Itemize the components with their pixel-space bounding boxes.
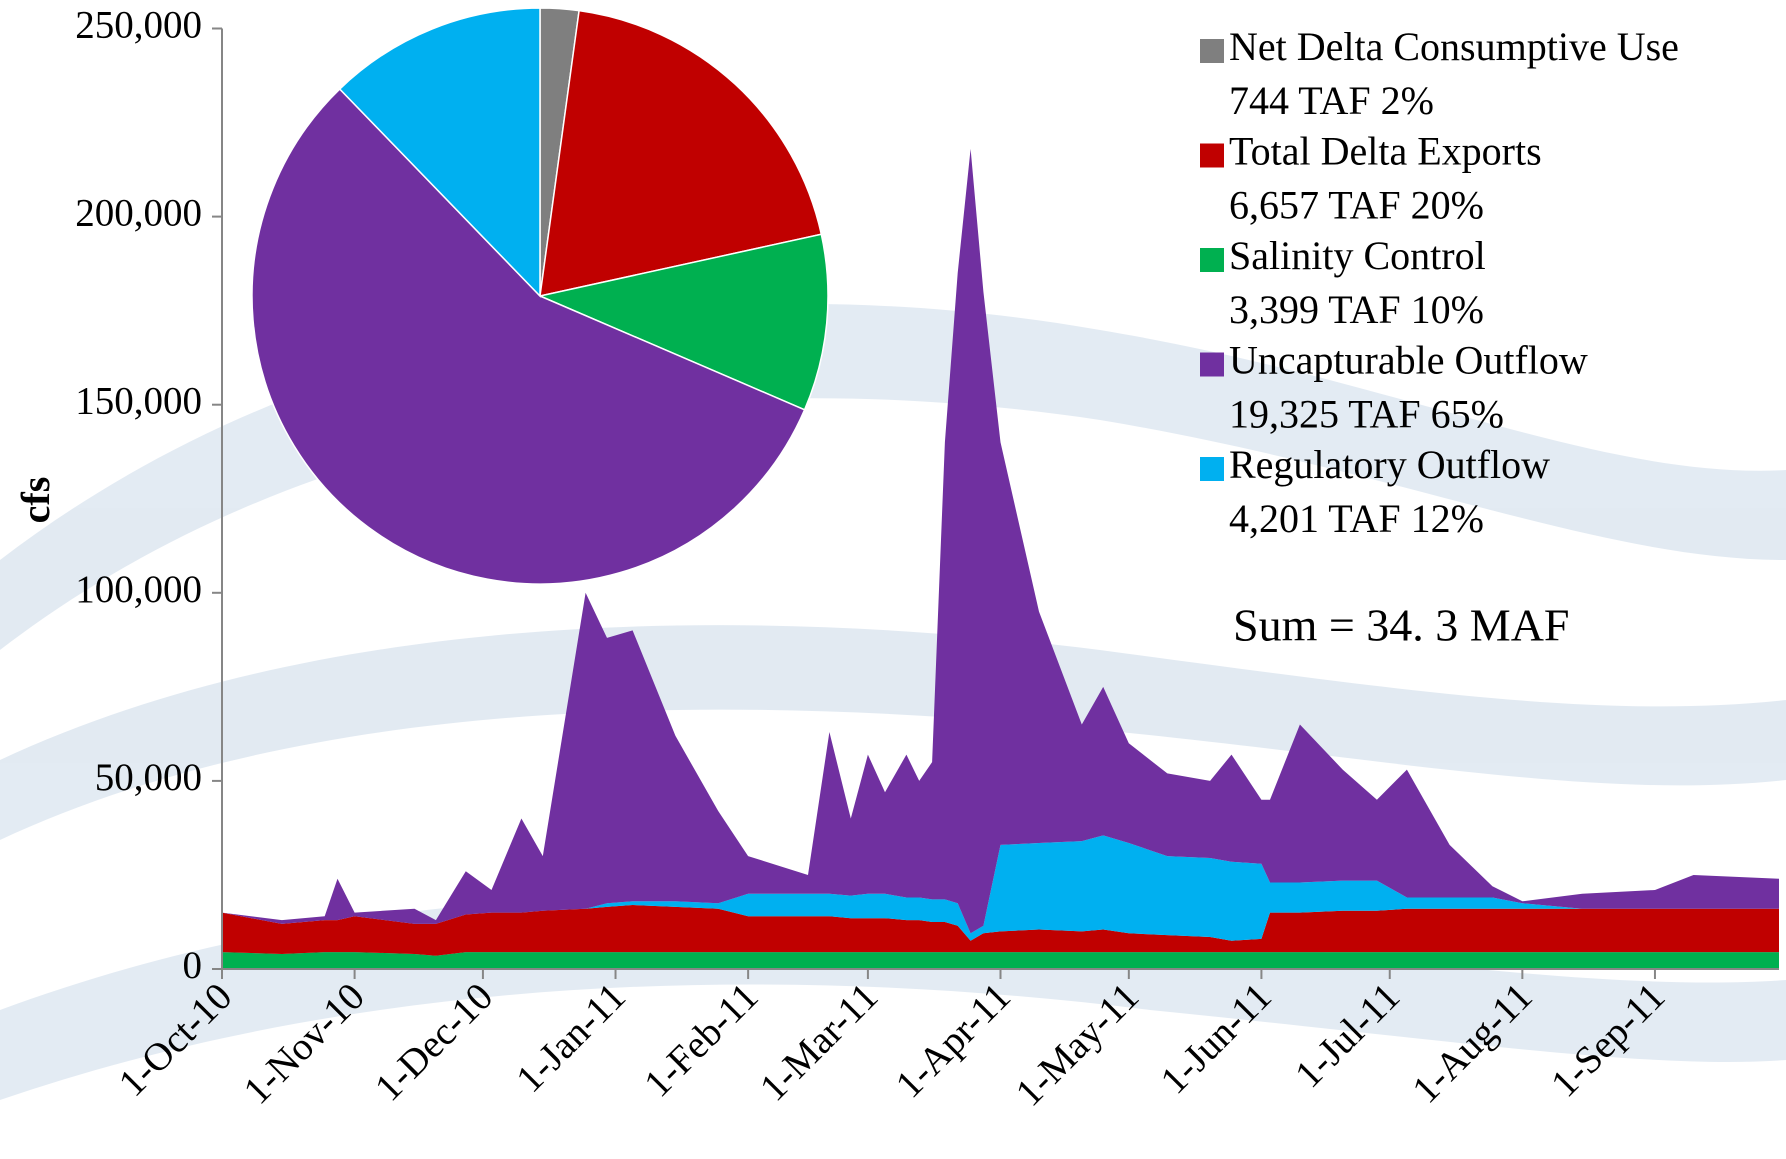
legend-swatch [1200,457,1224,481]
legend-label: Regulatory Outflow [1229,442,1550,487]
annotation: Sum = 34. 3 MAF [1233,600,1570,651]
legend-label: Salinity Control [1229,233,1486,278]
legend-value: 3,399 TAF 10% [1229,287,1484,332]
legend-swatch [1200,352,1224,377]
y-tick-label: 150,000 [75,380,202,423]
y-axis-label: cfs [13,477,58,524]
legend-swatch [1200,39,1224,63]
pie: Net Delta Consumptive Use 744 TAF 2% Total… [251,7,1679,585]
y-tick-label: 100,000 [75,568,202,611]
area-layer [222,905,1779,956]
legend-value: 19,325 TAF 65% [1229,392,1504,437]
y-tick-label: 0 [183,944,203,987]
legend-swatch [1200,248,1224,272]
pie-slice [539,9,823,297]
legend-value: 4,201 TAF 12% [1229,496,1484,541]
pie-slice [537,233,829,411]
pie-slice [251,87,806,585]
area-layer [222,952,1779,969]
pie-slice [338,7,541,298]
wave [0,625,1786,840]
background-waves [0,304,1786,1100]
area-layer [222,835,1779,941]
legend-value: 744 TAF 2% [1229,78,1434,123]
legend-label: Total Delta Exports [1229,129,1542,174]
x-tick-label: 1-Mar-11 [752,975,887,1110]
area-layer [222,148,1779,934]
legend-label: Net Delta Consumptive Use [1229,24,1679,69]
y-tick-label: 200,000 [75,192,202,235]
legend-value: 6,657 TAF 20% [1229,183,1484,228]
y-tick-label: 250,000 [75,3,202,46]
x-tick-label: 1-Jan-11 [508,975,634,1101]
legend-swatch [1200,143,1224,168]
x-tick-label: 1-Apr-11 [887,975,1018,1106]
x-tick-label: 1-Feb-11 [636,975,766,1105]
legend-label: Uncapturable Outflow [1229,338,1588,383]
y-tick-label: 50,000 [95,756,202,799]
